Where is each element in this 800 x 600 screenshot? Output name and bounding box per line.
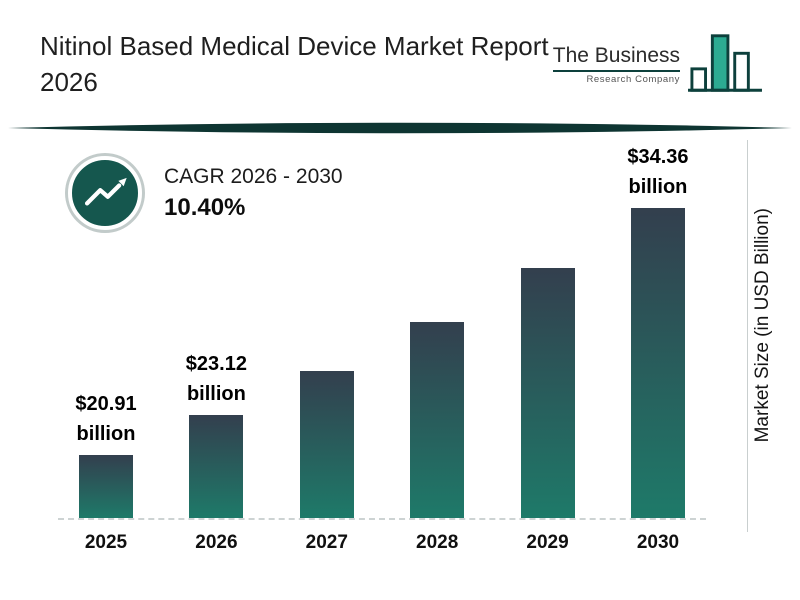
bar-2026 xyxy=(189,415,244,518)
cagr-value: 10.40% xyxy=(164,193,246,221)
bar-column-2025: $20.91 billion xyxy=(58,389,154,518)
bar-2029 xyxy=(520,268,575,518)
x-axis-labels: 2025 2026 2027 2028 2029 2030 xyxy=(58,532,706,554)
bar-column-2028 xyxy=(389,316,485,518)
logo-text: The Business Research Company xyxy=(552,44,680,85)
bar-value-label-2030: $34.36 billion xyxy=(627,146,689,198)
bar-2028 xyxy=(410,322,465,518)
x-tick-label-2025: 2025 xyxy=(84,532,128,553)
bar-chart-logo-icon xyxy=(686,28,764,105)
logo-company-subname: Research Company xyxy=(586,74,680,85)
company-logo: The Business Research Company xyxy=(552,28,764,105)
cagr-text: CAGR 2026 - 2030 10.40% xyxy=(164,165,343,222)
bar-chart-plot: $20.91 billion $23.12 billion $34.36 billi… xyxy=(58,118,706,520)
bar-chart: $20.91 billion $23.12 billion $34.36 billi… xyxy=(58,118,706,554)
bar-2025 xyxy=(79,455,133,518)
bar-column-2026: $23.12 billion xyxy=(168,349,264,518)
y-axis-line xyxy=(747,140,748,532)
bar-column-2027 xyxy=(279,365,375,518)
bar-value-label-2025: $20.91 billion xyxy=(75,393,137,445)
cagr-label: CAGR 2026 - 2030 xyxy=(164,164,343,188)
trend-up-icon xyxy=(68,156,142,230)
logo-company-name: The Business xyxy=(552,44,680,72)
bar-2027 xyxy=(299,371,354,518)
bar-column-2029 xyxy=(500,262,596,518)
bar-2030 xyxy=(630,208,685,518)
bar-column-2030: $34.36 billion xyxy=(610,142,706,518)
divider-swoosh xyxy=(8,122,792,134)
y-axis-title: Market Size (in USD Billion) xyxy=(752,208,773,443)
x-tick-label-2028: 2028 xyxy=(416,532,459,553)
bar-value-label-2026: $23.12 billion xyxy=(185,353,247,405)
x-tick-label-2030: 2030 xyxy=(636,532,680,553)
x-tick-label-2029: 2029 xyxy=(526,532,569,553)
x-tick-label-2027: 2027 xyxy=(305,532,348,553)
page-title: Nitinol Based Medical Device Market Repo… xyxy=(40,31,549,98)
cagr-block: CAGR 2026 - 2030 10.40% xyxy=(68,156,343,230)
x-tick-label-2026: 2026 xyxy=(195,532,238,553)
